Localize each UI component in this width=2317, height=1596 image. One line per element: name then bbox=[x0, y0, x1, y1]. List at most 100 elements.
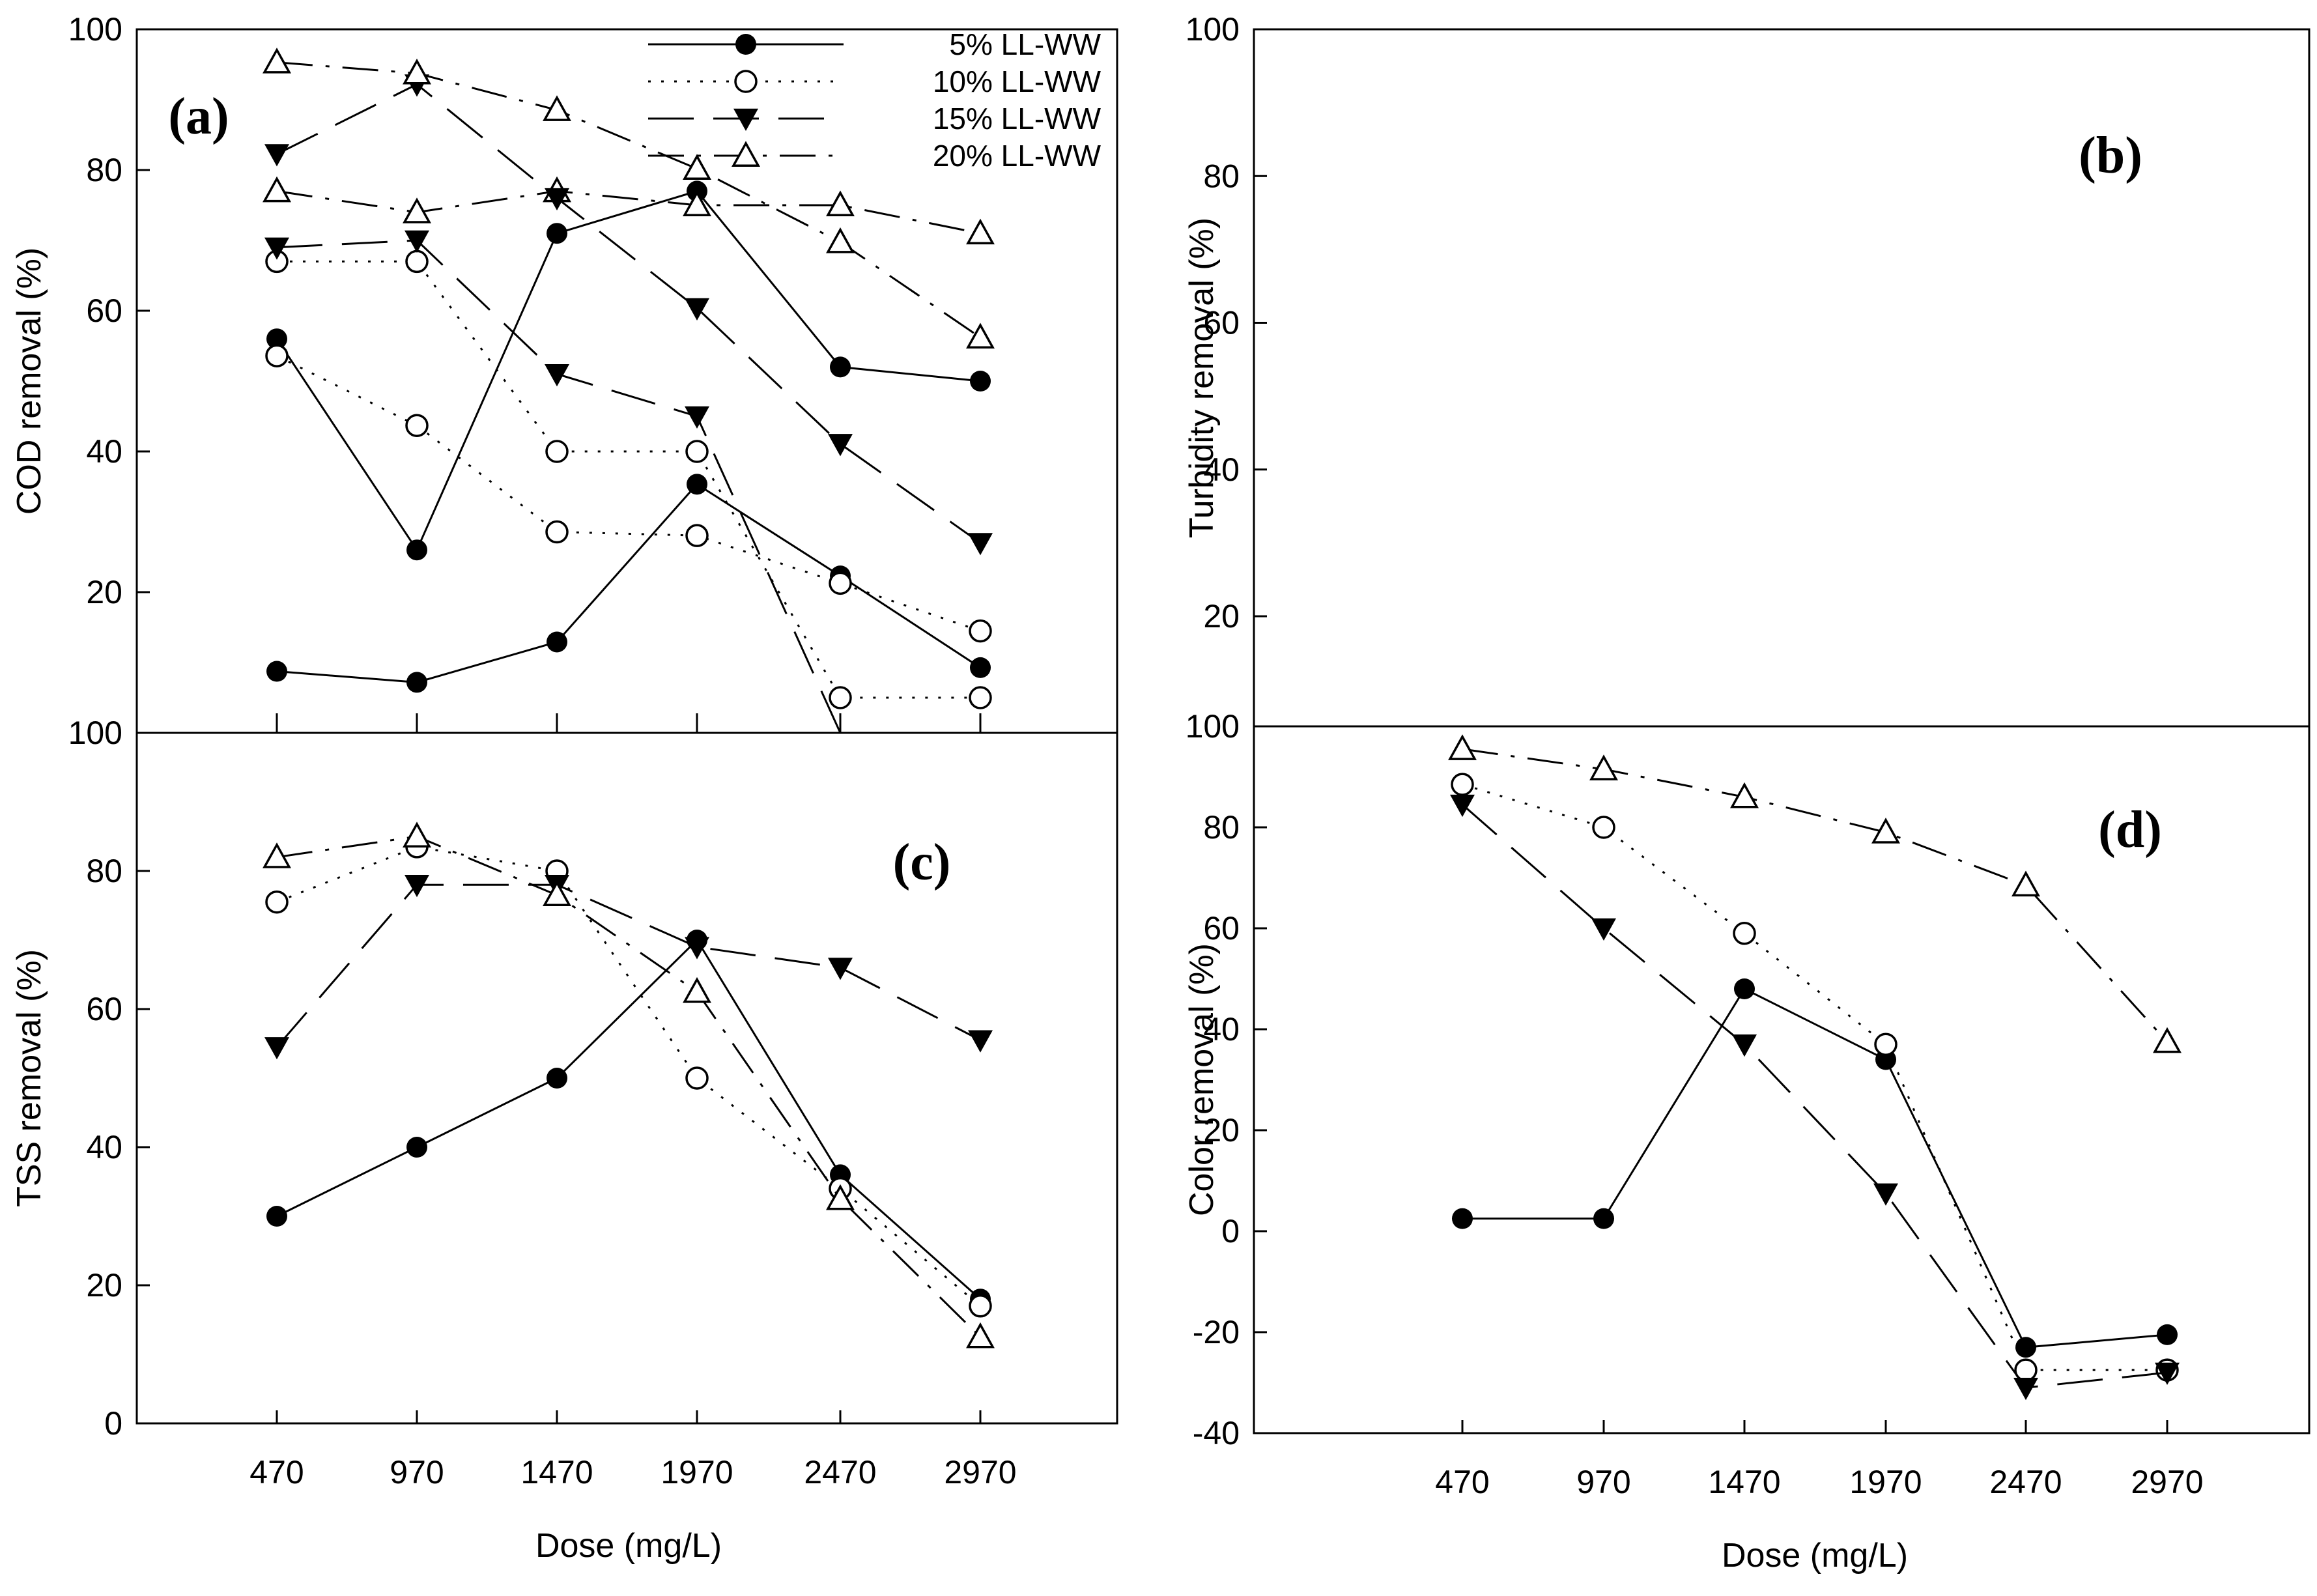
panel-label: (c) bbox=[893, 834, 951, 891]
series-2 bbox=[265, 249, 992, 709]
data-point bbox=[1732, 1034, 1757, 1057]
legend-label: 20% LL-WW bbox=[933, 139, 1102, 173]
data-point bbox=[547, 223, 567, 244]
data-point bbox=[545, 440, 569, 463]
data-point bbox=[2013, 1378, 2038, 1401]
data-point bbox=[543, 95, 571, 121]
x-tick-label: 1470 bbox=[1708, 1464, 1780, 1500]
data-point bbox=[264, 237, 289, 260]
data-point bbox=[683, 976, 711, 1003]
x-tick-label: 2970 bbox=[2131, 1464, 2203, 1500]
data-point bbox=[969, 619, 992, 643]
series-1 bbox=[266, 930, 991, 1310]
panel-c: 0 20 40 60 80 100 470 970 1470 1970 2470 2970 TSS re… bbox=[10, 715, 1118, 1565]
x-tick-label: 470 bbox=[249, 1454, 304, 1490]
y-tick-label: 60 bbox=[1203, 910, 1240, 947]
data-point bbox=[265, 890, 289, 914]
data-point bbox=[826, 190, 855, 216]
panel-b: 20 40 60 80 100 Turbidity removal (%) (b) bbox=[263, 11, 2310, 728]
series-3 bbox=[264, 875, 993, 1060]
data-point bbox=[830, 356, 851, 378]
series-3 bbox=[1450, 794, 2180, 1401]
legend-marker bbox=[734, 70, 758, 93]
data-point bbox=[685, 524, 709, 547]
data-point bbox=[2011, 870, 2040, 897]
legend-label: 5% LL-WW bbox=[949, 27, 1101, 61]
data-point bbox=[263, 842, 291, 868]
data-point bbox=[405, 414, 429, 437]
y-axis-label: COD removal (%) bbox=[10, 248, 48, 515]
series-2 bbox=[265, 344, 992, 643]
series-line bbox=[276, 61, 981, 339]
x-tick-label: 2470 bbox=[1989, 1464, 2062, 1500]
data-point bbox=[828, 958, 853, 980]
data-point bbox=[406, 1137, 427, 1158]
y-tick-label: 80 bbox=[1203, 809, 1240, 846]
panel-a: 20 40 60 80 100 COD removal (%) (a) bbox=[10, 11, 1118, 734]
data-point bbox=[829, 571, 852, 595]
y-tick-label: 40 bbox=[1203, 451, 1240, 488]
plot-frame bbox=[135, 732, 1118, 1425]
series-4 bbox=[263, 48, 995, 349]
data-point bbox=[265, 344, 289, 367]
data-point bbox=[547, 631, 567, 653]
data-point bbox=[1589, 754, 1618, 780]
data-point bbox=[403, 821, 431, 848]
plot-frame bbox=[1253, 725, 2310, 1434]
data-point bbox=[687, 474, 707, 495]
series-1 bbox=[266, 474, 991, 693]
y-tick-label: 20 bbox=[86, 1267, 122, 1304]
data-point bbox=[1592, 816, 1615, 839]
series-2 bbox=[1451, 773, 2179, 1382]
data-point bbox=[2155, 1362, 2180, 1385]
data-point bbox=[1873, 1183, 1898, 1206]
series-line bbox=[276, 190, 981, 552]
legend-marker bbox=[733, 108, 758, 131]
y-axis-label: TSS removal (%) bbox=[10, 949, 48, 1207]
data-point bbox=[406, 672, 427, 693]
series-line bbox=[276, 938, 981, 1300]
y-tick-label: 60 bbox=[86, 292, 122, 329]
data-point bbox=[2015, 1337, 2036, 1358]
data-point bbox=[405, 230, 429, 253]
legend-item: 5% LL-WW bbox=[648, 27, 1102, 61]
x-axis-label: Dose (mg/L) bbox=[1722, 1537, 1908, 1575]
y-tick-label: 100 bbox=[68, 715, 122, 751]
data-point bbox=[406, 539, 427, 561]
data-point bbox=[966, 218, 995, 245]
data-point bbox=[970, 657, 991, 678]
y-tick-label: 40 bbox=[1203, 1011, 1240, 1047]
series-line bbox=[1462, 988, 2168, 1348]
y-tick-label: 0 bbox=[104, 1405, 122, 1442]
legend-marker bbox=[732, 141, 760, 167]
data-point bbox=[405, 875, 429, 898]
legend-label: 15% LL-WW bbox=[933, 102, 1102, 135]
series-line bbox=[276, 239, 842, 734]
data-point bbox=[263, 176, 291, 203]
data-point bbox=[968, 1030, 993, 1053]
legend-label: 10% LL-WW bbox=[933, 64, 1102, 98]
data-point bbox=[264, 1037, 289, 1060]
panel-label: (a) bbox=[168, 88, 229, 145]
data-point bbox=[263, 48, 291, 74]
data-point bbox=[405, 249, 429, 274]
data-point bbox=[2157, 1324, 2178, 1345]
data-point bbox=[1730, 782, 1759, 808]
data-point bbox=[966, 322, 995, 349]
series-line bbox=[276, 190, 981, 235]
series-line bbox=[276, 883, 981, 1048]
y-tick-label: 100 bbox=[1186, 708, 1240, 745]
x-tick-label: 970 bbox=[1576, 1464, 1630, 1500]
data-point bbox=[545, 520, 569, 544]
y-tick-label: 60 bbox=[1203, 305, 1240, 341]
panel-label: (b) bbox=[2079, 127, 2142, 184]
data-point bbox=[683, 190, 711, 216]
data-point bbox=[266, 661, 287, 682]
data-point bbox=[545, 364, 569, 387]
data-point bbox=[685, 298, 709, 321]
series-line bbox=[276, 354, 981, 632]
series-2 bbox=[265, 835, 992, 1318]
series-line bbox=[276, 483, 981, 683]
data-point bbox=[828, 434, 853, 457]
x-axis-label: Dose (mg/L) bbox=[535, 1527, 722, 1565]
